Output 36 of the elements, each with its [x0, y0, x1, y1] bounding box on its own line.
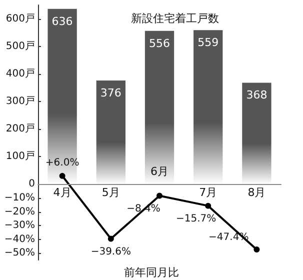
x-tick-label: 5月 [102, 186, 120, 200]
y-tick-label: 600戸 [6, 13, 35, 24]
y2-tick-label: −20% [4, 206, 35, 218]
x-tick-label: 4月 [53, 186, 72, 200]
bar [144, 30, 174, 184]
point [254, 246, 260, 253]
text: 新設住宅着工戸数 [131, 12, 219, 25]
y2-tick-label: −30% [4, 220, 35, 232]
x-tick-label: 6月 [150, 165, 168, 178]
data-label: 636 [52, 14, 73, 28]
data-label: −15.7% [176, 213, 216, 224]
bar [194, 30, 223, 184]
data-label: +6.0% [45, 157, 80, 168]
data-label: 556 [149, 36, 170, 50]
x-tick-label: 8月 [248, 186, 266, 200]
y-tick-label: 300戸 [6, 96, 35, 107]
y-tick-label: 100戸 [6, 151, 35, 162]
bar [96, 80, 126, 184]
data-label: 368 [246, 88, 268, 102]
y-tick-label: 500戸 [6, 40, 35, 52]
y-tick-label: 400戸 [6, 68, 35, 80]
data-label: −39.6% [90, 246, 131, 258]
y-tick-label: 200戸 [6, 124, 35, 135]
point [205, 202, 212, 209]
y-tick-label: 0 [28, 178, 35, 190]
y2-tick-label: −50% [4, 248, 35, 259]
point [108, 236, 114, 242]
data-label: 376 [100, 86, 122, 100]
point [156, 192, 162, 199]
data-label: 559 [198, 36, 219, 50]
x-tick-label: 7月 [199, 186, 218, 200]
text: 前年同月比 [124, 266, 179, 279]
bar [242, 82, 272, 184]
y2-tick-label: −40% [4, 234, 35, 245]
point [59, 172, 66, 179]
y2-tick-label: −10% [4, 192, 35, 204]
